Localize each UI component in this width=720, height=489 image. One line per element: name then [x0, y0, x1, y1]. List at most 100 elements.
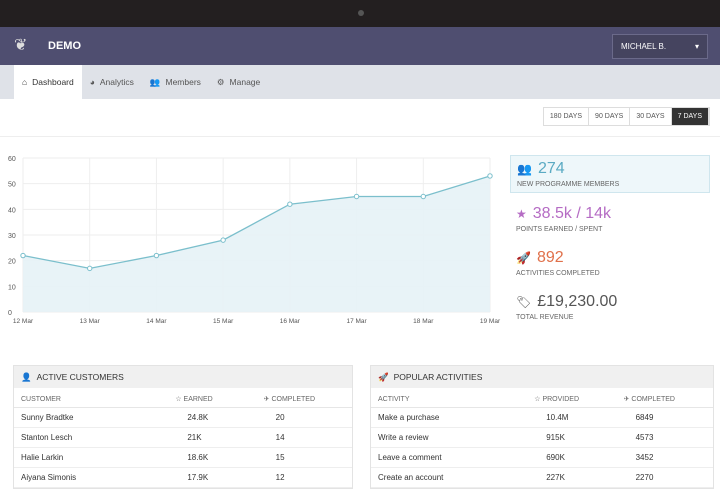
- y-tick-label: 30: [8, 233, 16, 240]
- table-cell: 10.4M: [534, 407, 624, 428]
- table-row[interactable]: Leave a comment 690K 3452: [371, 447, 713, 468]
- table-cell: 12: [263, 467, 352, 488]
- stat-value: 38.5k / 14k: [532, 205, 612, 222]
- table-cell: 227K: [534, 467, 624, 488]
- y-tick-label: 20: [8, 259, 16, 266]
- x-tick-label: 17 Mar: [346, 318, 367, 325]
- range-button[interactable]: 180 DAYS: [544, 108, 590, 125]
- table-cell: Make a purchase: [371, 407, 535, 428]
- tab-dashboard[interactable]: ⌂ Dashboard: [14, 65, 82, 99]
- brand-name: DEMO: [48, 40, 81, 52]
- data-point: [87, 265, 93, 272]
- column-header[interactable]: ✈ COMPLETED: [623, 388, 713, 408]
- table-cell: Leave a comment: [371, 447, 535, 468]
- series-line: [22, 175, 491, 270]
- dashboard-icon: ⌂: [22, 77, 28, 87]
- date-range-selector: 180 DAYS 90 DAYS 30 DAYS 7 DAYS: [542, 107, 710, 126]
- tab-label: Dashboard: [32, 77, 74, 87]
- tab-label: Analytics: [99, 77, 134, 87]
- data-point: [420, 193, 426, 200]
- stat-card: 🚀 892 ACTIVITIES COMPLETED: [510, 245, 710, 281]
- device-bezel: [0, 0, 720, 27]
- table-row[interactable]: Make a purchase 10.4M 6849: [371, 407, 713, 428]
- range-button[interactable]: 90 DAYS: [589, 108, 631, 125]
- stat-label: POINTS EARNED / SPENT: [516, 226, 603, 233]
- y-tick-label: 0: [8, 310, 12, 317]
- stat-label: TOTAL REVENUE: [516, 314, 574, 321]
- data-point: [287, 201, 293, 207]
- table-cell: Aiyana Simonis: [14, 467, 176, 488]
- table-cell: 6849: [623, 407, 713, 428]
- column-header[interactable]: ACTIVITY: [371, 388, 535, 408]
- column-header[interactable]: ☆ PROVIDED: [534, 388, 624, 408]
- data-point: [487, 173, 493, 179]
- table-cell: 14: [263, 427, 352, 448]
- y-tick-label: 50: [8, 182, 16, 189]
- rocket-icon: 🚀: [378, 371, 389, 382]
- stats-panel: 👥 274 NEW PROGRAMME MEMBERS ★ 38.5k / 14k POI…: [510, 155, 710, 333]
- tab-members[interactable]: 👥 Members: [142, 65, 209, 99]
- data-point: [153, 252, 160, 259]
- stat-value: £19,230.00: [537, 293, 618, 310]
- table-cell: Create an account: [371, 467, 535, 488]
- y-tick-label: 10: [8, 284, 16, 291]
- table-row[interactable]: Stanton Lesch 21K 14: [14, 427, 352, 448]
- stat-icon: 👥: [517, 162, 532, 176]
- table-cell: 2270: [623, 467, 713, 488]
- area-fill: [23, 175, 490, 312]
- popular-activities-panel: 🚀 POPULAR ACTIVITIES ACTIVITY ☆ PROVIDED ✈ …: [370, 365, 714, 489]
- x-tick-label: 15 Mar: [213, 318, 234, 325]
- range-button[interactable]: 7 DAYS: [671, 108, 709, 125]
- manage-icon: ⚙: [216, 76, 225, 87]
- stat-card: ★ 38.5k / 14k POINTS EARNED / SPENT: [510, 201, 710, 237]
- table-cell: 3452: [623, 447, 713, 468]
- column-header[interactable]: CUSTOMER: [14, 388, 176, 408]
- table-cell: 24.8K: [175, 407, 264, 428]
- stat-card: 👥 274 NEW PROGRAMME MEMBERS: [510, 155, 710, 193]
- x-tick-label: 14 Mar: [146, 318, 167, 325]
- members-chart: 0 10 20 30 40 50 60 12 Mar 13 Mar 14 Mar 15 Mar 16 …: [8, 156, 501, 325]
- data-point: [220, 237, 226, 243]
- chevron-down-icon: ▾: [694, 42, 699, 51]
- user-name: MICHAEL B.: [621, 42, 667, 51]
- active-customers-panel: 👤 ACTIVE CUSTOMERS CUSTOMER ☆ EARNED ✈ COMP…: [13, 365, 353, 489]
- table-cell: 15: [263, 447, 352, 468]
- stat-value: 892: [536, 249, 564, 266]
- members-icon: 👥: [149, 76, 161, 87]
- column-header[interactable]: ✈ COMPLETED: [263, 388, 352, 408]
- table-cell: 915K: [534, 427, 624, 448]
- analytics-icon: ◕: [89, 77, 95, 87]
- stat-label: NEW PROGRAMME MEMBERS: [517, 181, 620, 188]
- x-tick-label: 12 Mar: [13, 318, 34, 325]
- x-tick-label: 18 Mar: [413, 318, 434, 325]
- table-row[interactable]: Aiyana Simonis 17.9K 12: [14, 467, 352, 488]
- table-cell: Write a review: [371, 427, 535, 448]
- divider: [0, 136, 720, 137]
- tab-analytics[interactable]: ◕ Analytics: [82, 65, 142, 99]
- members-icon: 👤: [21, 371, 32, 382]
- x-tick-label: 13 Mar: [80, 318, 101, 325]
- table-cell: 18.6K: [175, 447, 264, 468]
- data-point: [353, 193, 360, 200]
- table-cell: 20: [263, 407, 352, 428]
- main-nav: ⌂ Dashboard ◕ Analytics 👥 Members ⚙ Manage: [0, 65, 720, 99]
- column-header[interactable]: ☆ EARNED: [175, 388, 264, 408]
- stat-icon: 🏷: [516, 295, 532, 309]
- table-cell: Sunny Bradtke: [14, 407, 176, 428]
- y-tick-label: 60: [8, 156, 16, 163]
- tab-manage[interactable]: ⚙ Manage: [209, 65, 268, 99]
- table-row[interactable]: Write a review 915K 4573: [371, 427, 713, 448]
- user-menu-dropdown[interactable]: MICHAEL B. ▾: [612, 34, 708, 59]
- table-row[interactable]: Sunny Bradtke 24.8K 20: [14, 407, 352, 428]
- table-cell: 17.9K: [175, 467, 264, 488]
- x-tick-label: 16 Mar: [280, 318, 301, 325]
- table-row[interactable]: Create an account 227K 2270: [371, 467, 713, 488]
- panel-title: ACTIVE CUSTOMERS: [36, 372, 124, 382]
- range-button[interactable]: 30 DAYS: [630, 108, 672, 125]
- stat-label: ACTIVITIES COMPLETED: [516, 270, 600, 277]
- stat-card: 🏷 £19,230.00 TOTAL REVENUE: [510, 289, 710, 325]
- panel-title: POPULAR ACTIVITIES: [393, 372, 483, 382]
- table-cell: Stanton Lesch: [14, 427, 176, 448]
- table-row[interactable]: Halie Larkin 18.6K 15: [14, 447, 352, 468]
- table-cell: Halie Larkin: [14, 447, 176, 468]
